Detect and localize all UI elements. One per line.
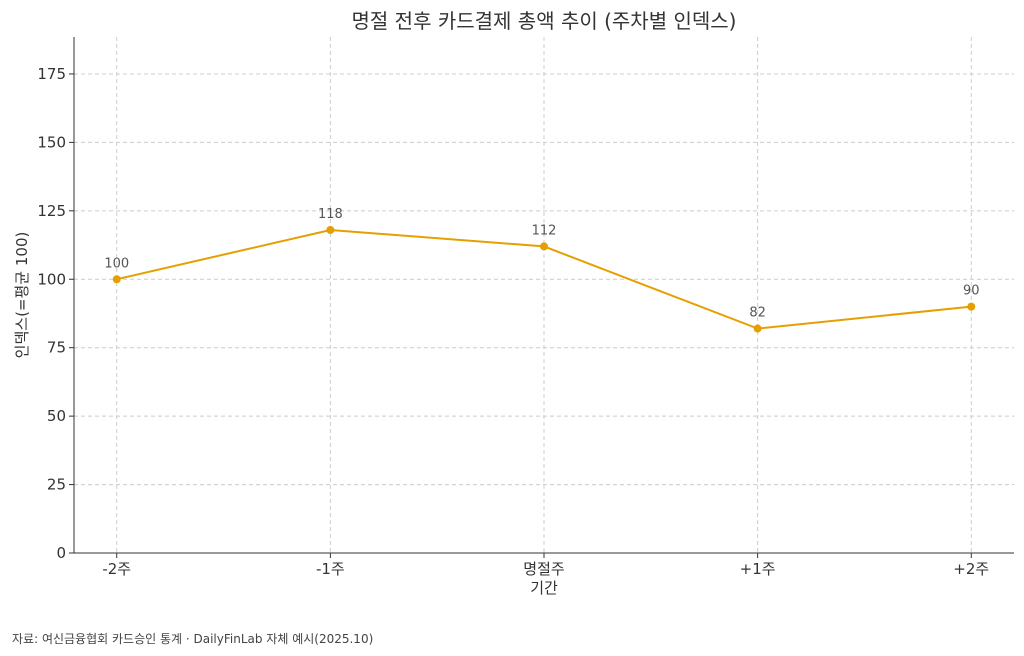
data-point — [112, 275, 121, 284]
y-tick-label: 50 — [47, 407, 66, 425]
data-label: 112 — [532, 223, 557, 238]
x-tick-label: -2주 — [102, 560, 131, 578]
footnote: 자료: 여신금융협회 카드승인 통계 · DailyFinLab 자체 예시(2… — [12, 632, 374, 646]
data-label: 82 — [749, 306, 766, 321]
data-point — [753, 324, 762, 333]
y-tick-label: 25 — [47, 476, 66, 494]
y-tick-label: 175 — [37, 65, 66, 83]
data-point — [967, 302, 976, 311]
x-tick-label: +2주 — [953, 560, 989, 578]
data-point — [326, 225, 335, 234]
y-tick-label: 0 — [56, 544, 66, 562]
x-axis-label: 기간 — [530, 579, 558, 597]
y-axis-label: 인덱스(=평균 100) — [13, 232, 31, 359]
chart-title: 명절 전후 카드결제 총액 추이 (주차별 인덱스) — [352, 9, 737, 33]
x-tick-label: 명절주 — [523, 560, 564, 578]
y-tick-label: 75 — [47, 339, 66, 357]
y-tick-label: 100 — [37, 270, 66, 288]
y-tick-label: 125 — [37, 202, 66, 220]
data-label: 118 — [318, 207, 343, 222]
y-tick-label: 150 — [37, 133, 66, 151]
x-tick-label: +1주 — [740, 560, 776, 578]
data-label: 90 — [963, 284, 980, 299]
x-tick-label: -1주 — [316, 560, 345, 578]
data-point — [540, 242, 548, 251]
data-label: 100 — [104, 256, 129, 271]
line-chart: 명절 전후 카드결제 총액 추이 (주차별 인덱스) 0 25 50 75 100 125… — [13, 9, 1014, 597]
